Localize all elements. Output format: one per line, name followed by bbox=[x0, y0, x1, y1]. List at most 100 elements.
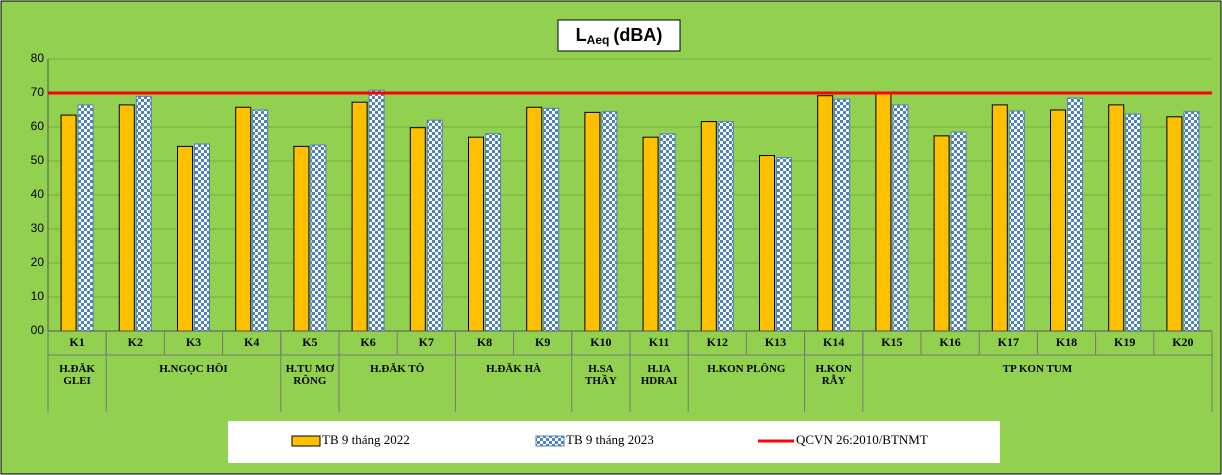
x-tick-label: K15 bbox=[881, 335, 902, 349]
group-label-box: H.SA THẦY bbox=[585, 363, 617, 387]
x-tick-label: K11 bbox=[649, 335, 670, 349]
bar bbox=[194, 143, 210, 332]
group-label-box: H.TU MƠ RÔNG bbox=[285, 363, 335, 387]
group-label-box: H.NGỌC HỒI bbox=[159, 363, 228, 375]
bar bbox=[426, 119, 443, 332]
title-rest: (dBA) bbox=[613, 25, 662, 45]
group-label: H.ĐĂK TÔ bbox=[370, 363, 425, 375]
bar bbox=[642, 136, 659, 332]
chart-title: LAeq (dBA) bbox=[576, 25, 663, 47]
bar bbox=[409, 127, 426, 332]
bar bbox=[1108, 104, 1125, 332]
x-tick-label: K1 bbox=[69, 335, 84, 349]
bar bbox=[875, 91, 892, 332]
bar bbox=[717, 121, 734, 332]
group-label-box: H.KON PLÔNG bbox=[707, 363, 786, 375]
x-tick-label: K5 bbox=[302, 335, 317, 349]
group-label-box: H.ĐĂK GLEI bbox=[59, 363, 95, 387]
bar bbox=[892, 104, 909, 332]
bar bbox=[1125, 113, 1142, 332]
bar bbox=[834, 98, 851, 332]
bar bbox=[526, 106, 543, 332]
legend-box bbox=[228, 421, 1000, 463]
bar bbox=[776, 157, 792, 332]
y-tick-label: 00 bbox=[31, 323, 45, 337]
x-tick-label: K2 bbox=[128, 335, 143, 349]
x-tick-label: K4 bbox=[244, 335, 259, 349]
x-tick-label: K20 bbox=[1172, 335, 1193, 349]
legend-swatch bbox=[535, 435, 565, 447]
x-tick-label: K9 bbox=[535, 335, 550, 349]
y-tick-label: 40 bbox=[31, 187, 45, 201]
bar bbox=[368, 89, 385, 332]
y-tick-label: 60 bbox=[31, 119, 45, 133]
title-sub: Aeq bbox=[587, 33, 610, 47]
group-label: H.ĐĂK GLEI bbox=[59, 363, 95, 387]
group-label: H.ĐĂK HÀ bbox=[486, 363, 542, 375]
title-box bbox=[557, 19, 681, 52]
group-label-box: H.IA HDRAI bbox=[640, 363, 678, 387]
bar bbox=[252, 109, 269, 332]
bar bbox=[1183, 111, 1200, 332]
x-tick-label: K8 bbox=[477, 335, 492, 349]
bar bbox=[950, 131, 967, 332]
x-tick-label: K14 bbox=[823, 335, 844, 349]
bar bbox=[310, 144, 327, 332]
y-tick-label: 70 bbox=[31, 85, 45, 99]
x-tick-label: K12 bbox=[707, 335, 728, 349]
y-tick-label: 10 bbox=[31, 289, 45, 303]
bar bbox=[700, 121, 717, 332]
bar bbox=[1166, 116, 1183, 332]
group-label: TP KON TUM bbox=[1002, 363, 1073, 375]
bar bbox=[1067, 97, 1083, 332]
y-tick-label: 20 bbox=[31, 255, 45, 269]
y-tick-label: 80 bbox=[31, 51, 45, 65]
bar bbox=[659, 133, 676, 332]
bar bbox=[77, 104, 94, 332]
group-label-box: H.ĐĂK HÀ bbox=[486, 363, 542, 375]
group-label: H.KON PLÔNG bbox=[707, 363, 786, 375]
bar bbox=[351, 101, 368, 332]
bar bbox=[1008, 110, 1025, 332]
bar bbox=[584, 111, 601, 332]
bar bbox=[933, 135, 950, 332]
legend-label: TB 9 tháng 2022 bbox=[322, 432, 410, 447]
x-tick-label: K19 bbox=[1114, 335, 1135, 349]
bar bbox=[485, 133, 501, 332]
bar bbox=[235, 106, 252, 332]
bar bbox=[60, 114, 77, 332]
x-tick-label: K3 bbox=[186, 335, 201, 349]
bar bbox=[759, 155, 775, 332]
bar bbox=[293, 145, 310, 332]
legend-label: TB 9 tháng 2023 bbox=[566, 432, 654, 447]
group-label-box: TP KON TUM bbox=[1002, 363, 1073, 375]
legend-label: QCVN 26:2010/BTNMT bbox=[796, 432, 928, 447]
x-tick-label: K6 bbox=[360, 335, 375, 349]
x-tick-label: K7 bbox=[419, 335, 434, 349]
x-tick-label: K17 bbox=[998, 335, 1019, 349]
bar bbox=[135, 95, 152, 332]
bar bbox=[118, 104, 135, 332]
group-label: H.TU MƠ RÔNG bbox=[285, 363, 335, 387]
group-label: H.NGỌC HỒI bbox=[159, 363, 228, 375]
bar bbox=[177, 145, 193, 332]
y-tick-label: 50 bbox=[31, 153, 45, 167]
bar bbox=[601, 111, 618, 332]
bar bbox=[1050, 109, 1066, 332]
y-tick-label: 30 bbox=[31, 221, 45, 235]
group-label: H.IA HDRAI bbox=[640, 363, 678, 387]
x-tick-label: K18 bbox=[1056, 335, 1077, 349]
bar bbox=[991, 104, 1008, 332]
bar bbox=[468, 136, 484, 332]
group-label: H.SA THẦY bbox=[585, 363, 617, 387]
bar bbox=[543, 107, 560, 332]
x-tick-label: K10 bbox=[590, 335, 611, 349]
group-label-box: H.KON RẪY bbox=[815, 363, 852, 387]
bar bbox=[817, 95, 834, 332]
x-tick-label: K16 bbox=[939, 335, 960, 349]
title-main: L bbox=[576, 25, 587, 45]
legend-swatch bbox=[291, 435, 321, 447]
group-label-box: H.ĐĂK TÔ bbox=[370, 363, 425, 375]
group-label: H.KON RẪY bbox=[815, 363, 852, 387]
